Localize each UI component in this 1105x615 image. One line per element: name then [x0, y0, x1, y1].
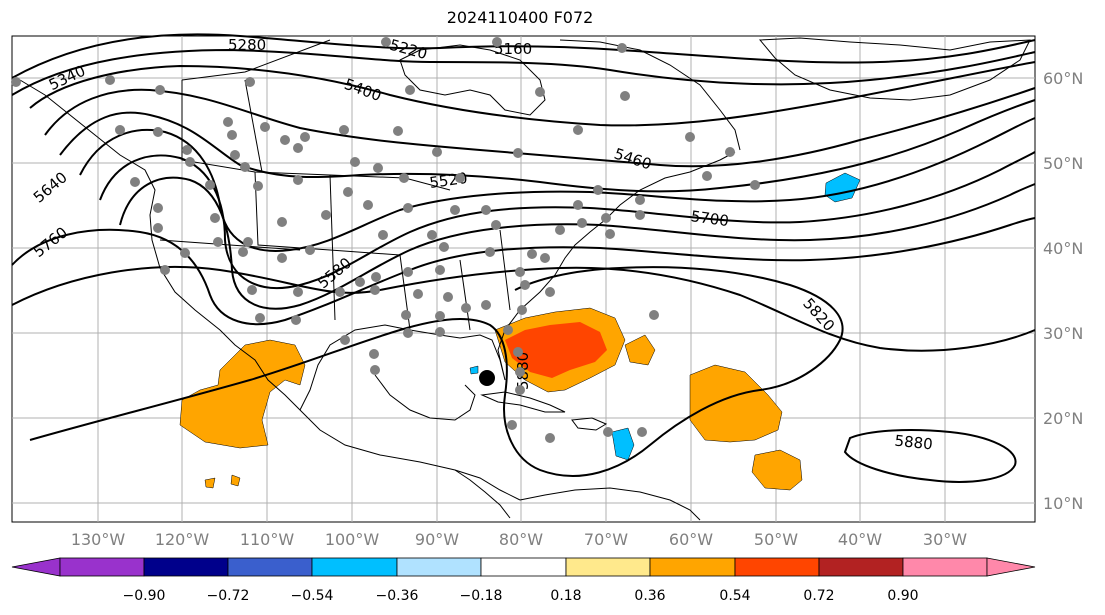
lon-label: 40°W — [838, 530, 882, 549]
lon-label: 120°W — [155, 530, 210, 549]
lon-label: 60°W — [669, 530, 713, 549]
colorbar-segment — [227, 557, 313, 577]
colorbar-segments — [11, 557, 1036, 577]
colorbar-tick: −0.18 — [460, 588, 503, 604]
colorbar-segment — [734, 557, 820, 577]
colorbar-tick: −0.72 — [207, 588, 250, 604]
contour-label: 5880 — [894, 432, 934, 454]
colorbar-tick: 0.90 — [887, 588, 918, 604]
lat-label: 10°N — [1043, 494, 1083, 513]
lon-label: 130°W — [71, 530, 126, 549]
lon-axis-labels: 130°W 120°W 110°W 100°W 90°W 80°W 70°W 6… — [71, 530, 967, 549]
lat-label: 50°N — [1043, 154, 1083, 173]
lat-axis-labels: 60°N 50°N 40°N 30°N 20°N 10°N — [1043, 69, 1083, 513]
contour-label: 5160 — [494, 40, 532, 58]
lat-label: 40°N — [1043, 239, 1083, 258]
colorbar-segment — [480, 557, 567, 577]
height-contours — [11, 33, 1036, 483]
colorbar-tick: 0.54 — [719, 588, 750, 604]
contour-label: 5280 — [228, 36, 266, 54]
colorbar-segment — [565, 557, 651, 577]
colorbar-tick: −0.54 — [291, 588, 334, 604]
colorbar-tick: −0.90 — [123, 588, 166, 604]
lon-label: 80°W — [499, 530, 543, 549]
map-title: 2024110400 F072 — [446, 8, 594, 27]
colorbar-segment — [11, 557, 61, 577]
colorbar-segment — [818, 557, 904, 577]
colorbar-tick: 0.18 — [550, 588, 581, 604]
lon-label: 50°W — [754, 530, 798, 549]
colorbar-segment — [902, 557, 988, 577]
lat-label: 30°N — [1043, 324, 1083, 343]
lat-label: 60°N — [1043, 69, 1083, 88]
colorbar-segment — [986, 557, 1036, 577]
coastlines — [19, 37, 1031, 521]
lon-label: 90°W — [415, 530, 459, 549]
lon-label: 100°W — [325, 530, 380, 549]
lon-label: 110°W — [240, 530, 295, 549]
colorbar-segment — [143, 557, 229, 577]
colorbar-tick: 0.36 — [634, 588, 665, 604]
storm-center-marker — [479, 370, 495, 386]
strong-positive-anomaly-region — [505, 322, 607, 378]
lat-label: 20°N — [1043, 409, 1083, 428]
colorbar-segment — [396, 557, 482, 577]
colorbar-segment — [59, 557, 145, 577]
colorbar-segment — [311, 557, 398, 577]
graticule — [12, 36, 1035, 522]
station-markers — [11, 37, 760, 443]
lon-label: 70°W — [584, 530, 628, 549]
lon-label: 30°W — [923, 530, 967, 549]
contour-label: 5700 — [690, 207, 730, 230]
colorbar-tick: −0.36 — [376, 588, 419, 604]
colorbar-tick: 0.72 — [803, 588, 834, 604]
colorbar-segment — [649, 557, 736, 577]
colorbar-tick-labels: −0.90 −0.72 −0.54 −0.36 −0.18 0.18 0.36 … — [123, 588, 919, 604]
